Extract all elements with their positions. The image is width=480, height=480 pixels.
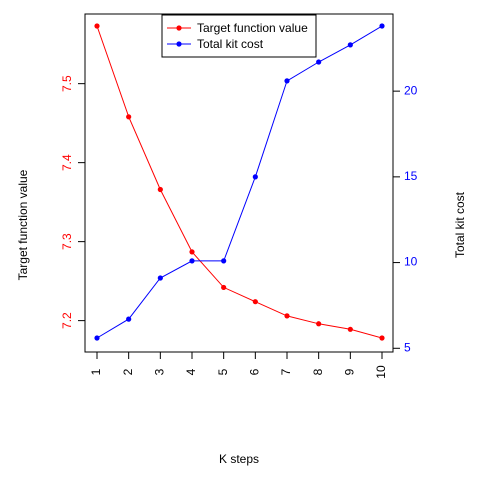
data-point-cost: [252, 174, 258, 180]
data-point-target: [157, 186, 163, 193]
x-axis: 1 2 3 4 5 6 7 8 9 10: [89, 351, 388, 379]
series-line-target: [96, 25, 383, 339]
x-axis-tick-label: 10: [374, 365, 388, 379]
x-axis-tick-label: 2: [121, 368, 135, 375]
right-y-axis-label: Total kit cost: [453, 191, 467, 258]
data-point-target: [379, 335, 385, 341]
x-axis-tick-label: 3: [153, 368, 167, 375]
legend-label-target: Target function value: [197, 21, 308, 35]
data-point-target: [347, 326, 353, 332]
data-point-cost: [189, 258, 195, 264]
x-axis-tick-label: 4: [184, 368, 198, 375]
left-y-axis: 7.2 7.3 7.4 7.5: [60, 75, 86, 329]
data-point-cost: [94, 335, 100, 341]
series-layer: [94, 23, 385, 341]
data-point-target: [189, 249, 195, 255]
x-axis-tick-label: 9: [343, 368, 357, 375]
plot-frame: [84, 13, 394, 353]
data-point-cost: [347, 42, 353, 48]
left-y-axis-label: Target function value: [16, 169, 30, 280]
data-point-target: [126, 114, 132, 120]
data-point-cost: [284, 78, 290, 84]
data-point-cost: [379, 23, 385, 29]
x-axis-tick-label: 1: [89, 368, 103, 375]
data-point-target: [221, 284, 227, 291]
data-point-target: [316, 321, 322, 327]
legend-marker-target: [176, 25, 182, 31]
right-axis-tick-label: 5: [404, 340, 411, 354]
left-axis-tick-label: 7.4: [60, 154, 74, 171]
right-y-axis: 5 10 15 20: [392, 83, 418, 354]
x-axis-tick-label: 7: [279, 368, 293, 375]
x-axis-label: K steps: [219, 452, 259, 466]
right-axis-tick-label: 20: [404, 83, 418, 97]
data-point-target: [94, 23, 100, 29]
legend: Target function value Total kit cost: [161, 14, 317, 58]
right-axis-tick-label: 10: [404, 255, 418, 269]
legend-label-cost: Total kit cost: [197, 37, 264, 51]
series-line-cost: [96, 25, 383, 339]
left-axis-tick-label: 7.5: [60, 75, 74, 92]
data-point-cost: [126, 316, 132, 322]
x-axis-tick-label: 6: [248, 368, 262, 375]
legend-marker-cost: [176, 41, 182, 47]
legend-box: [161, 14, 317, 58]
data-point-target: [252, 299, 258, 305]
left-axis-tick-label: 7.2: [60, 312, 74, 329]
data-point-cost: [316, 59, 322, 65]
data-point-cost: [157, 275, 163, 281]
x-axis-tick-label: 8: [311, 368, 325, 375]
x-axis-tick-label: 5: [216, 368, 230, 375]
right-axis-tick-label: 15: [404, 169, 418, 183]
left-axis-tick-label: 7.3: [60, 233, 74, 250]
data-point-cost: [221, 258, 227, 264]
data-point-target: [284, 313, 290, 319]
